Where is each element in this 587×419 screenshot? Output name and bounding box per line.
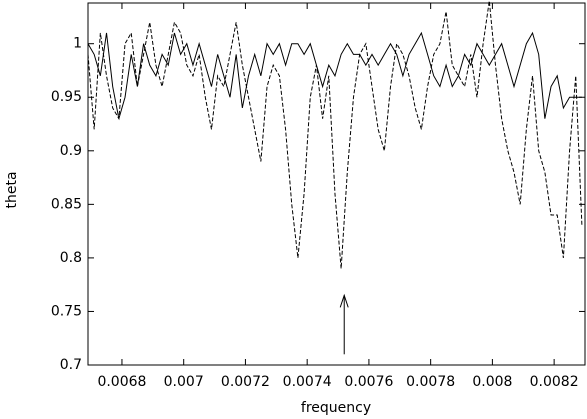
x-tick-label: 0.007	[164, 374, 204, 390]
y-tick-label: 0.7	[60, 357, 82, 373]
data-line	[87, 31, 582, 119]
y-tick-label: 0.8	[60, 250, 82, 266]
x-tick-label: 0.0074	[283, 374, 332, 390]
arrow-head	[339, 293, 349, 308]
y-tick-label: 0.75	[51, 303, 82, 319]
x-axis-label: frequency	[301, 400, 371, 416]
plot-frame	[87, 2, 586, 366]
y-tick-label: 1	[73, 36, 82, 52]
x-tick-label: 0.008	[472, 374, 512, 390]
y-tick-label: 0.95	[51, 89, 82, 105]
x-tick-label: 0.0068	[97, 374, 146, 390]
data-line	[87, 0, 583, 269]
x-tick-label: 0.0078	[406, 374, 455, 390]
x-tick-label: 0.0082	[530, 374, 579, 390]
x-tick-label: 0.0076	[344, 374, 393, 390]
y-tick-label: 0.9	[60, 143, 82, 159]
y-tick-label: 0.85	[51, 196, 82, 212]
x-tick-label: 0.0072	[221, 374, 270, 390]
y-axis-label: theta	[4, 171, 20, 208]
